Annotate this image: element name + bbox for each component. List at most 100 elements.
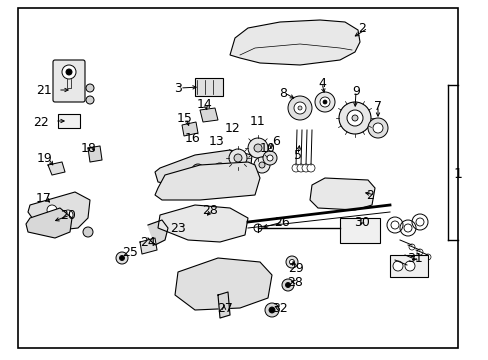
Circle shape [217, 167, 223, 173]
Circle shape [263, 151, 276, 165]
Text: 27: 27 [217, 302, 232, 315]
Text: 12: 12 [224, 122, 241, 135]
Circle shape [199, 216, 210, 228]
Text: 14: 14 [197, 98, 212, 111]
Circle shape [285, 256, 297, 268]
Polygon shape [148, 220, 168, 245]
Text: 1: 1 [453, 167, 462, 181]
Bar [18, 8, 457, 348]
Text: 8: 8 [279, 86, 286, 99]
Circle shape [289, 260, 294, 265]
Polygon shape [28, 192, 90, 230]
Text: 18: 18 [81, 141, 97, 154]
Circle shape [86, 96, 94, 104]
Circle shape [291, 164, 299, 172]
Text: 26: 26 [274, 216, 289, 229]
Circle shape [319, 97, 329, 107]
Text: 2: 2 [366, 189, 373, 202]
Text: 7: 7 [373, 99, 381, 113]
Polygon shape [182, 122, 198, 136]
Polygon shape [155, 150, 251, 188]
Circle shape [268, 307, 274, 313]
Polygon shape [88, 146, 102, 162]
Circle shape [234, 154, 242, 162]
Polygon shape [140, 238, 157, 254]
Circle shape [338, 102, 370, 134]
Circle shape [63, 210, 73, 220]
Text: 3: 3 [174, 81, 182, 95]
Polygon shape [229, 20, 359, 65]
Text: 2: 2 [357, 22, 365, 35]
Text: 19: 19 [37, 152, 53, 165]
Circle shape [403, 224, 411, 232]
Circle shape [195, 167, 200, 172]
Text: 23: 23 [170, 221, 185, 234]
Text: 25: 25 [122, 246, 138, 258]
Circle shape [367, 118, 387, 138]
Bar [58, 114, 80, 128]
Circle shape [346, 110, 362, 126]
Text: 28: 28 [202, 203, 218, 216]
Circle shape [390, 221, 398, 229]
Circle shape [192, 164, 203, 176]
Circle shape [253, 144, 262, 152]
Circle shape [253, 157, 269, 173]
Polygon shape [218, 292, 229, 318]
Polygon shape [200, 108, 218, 122]
Circle shape [297, 106, 302, 110]
Text: 6: 6 [271, 135, 279, 148]
Text: 32: 32 [271, 302, 287, 315]
Circle shape [285, 283, 290, 288]
Text: 20: 20 [60, 208, 76, 221]
Text: 13: 13 [209, 135, 224, 148]
Circle shape [202, 220, 207, 225]
Circle shape [47, 205, 57, 215]
Text: 11: 11 [250, 114, 265, 127]
Circle shape [282, 279, 293, 291]
Circle shape [116, 252, 128, 264]
Text: 15: 15 [177, 112, 193, 125]
Bar [339, 218, 379, 243]
Text: 9: 9 [351, 85, 359, 98]
Polygon shape [158, 205, 247, 242]
Circle shape [413, 259, 419, 265]
Text: 10: 10 [260, 141, 275, 154]
Polygon shape [155, 162, 260, 200]
Circle shape [62, 65, 76, 79]
Circle shape [86, 84, 94, 92]
Circle shape [404, 261, 414, 271]
Circle shape [408, 244, 414, 250]
Circle shape [83, 227, 93, 237]
Text: 5: 5 [293, 149, 302, 162]
Circle shape [416, 249, 422, 255]
Circle shape [213, 163, 226, 177]
Text: 17: 17 [36, 192, 52, 204]
Polygon shape [48, 162, 65, 175]
Circle shape [424, 254, 430, 260]
Circle shape [415, 218, 423, 226]
Bar [389, 255, 427, 277]
Text: 28: 28 [286, 275, 303, 288]
Circle shape [403, 264, 409, 270]
Text: 22: 22 [33, 116, 49, 129]
Circle shape [66, 69, 72, 75]
Circle shape [228, 149, 246, 167]
Polygon shape [175, 258, 271, 310]
Circle shape [266, 155, 272, 161]
Circle shape [392, 261, 402, 271]
Circle shape [314, 92, 334, 112]
Circle shape [302, 164, 309, 172]
Text: 30: 30 [353, 216, 369, 229]
Text: 31: 31 [407, 252, 422, 265]
Polygon shape [26, 208, 72, 238]
Circle shape [323, 100, 326, 104]
Circle shape [296, 164, 305, 172]
Circle shape [351, 115, 357, 121]
Text: 16: 16 [185, 131, 201, 144]
Circle shape [306, 164, 314, 172]
Circle shape [247, 138, 267, 158]
Text: 4: 4 [317, 77, 325, 90]
Bar [195, 78, 223, 96]
Text: 29: 29 [287, 261, 303, 274]
FancyBboxPatch shape [53, 60, 85, 102]
